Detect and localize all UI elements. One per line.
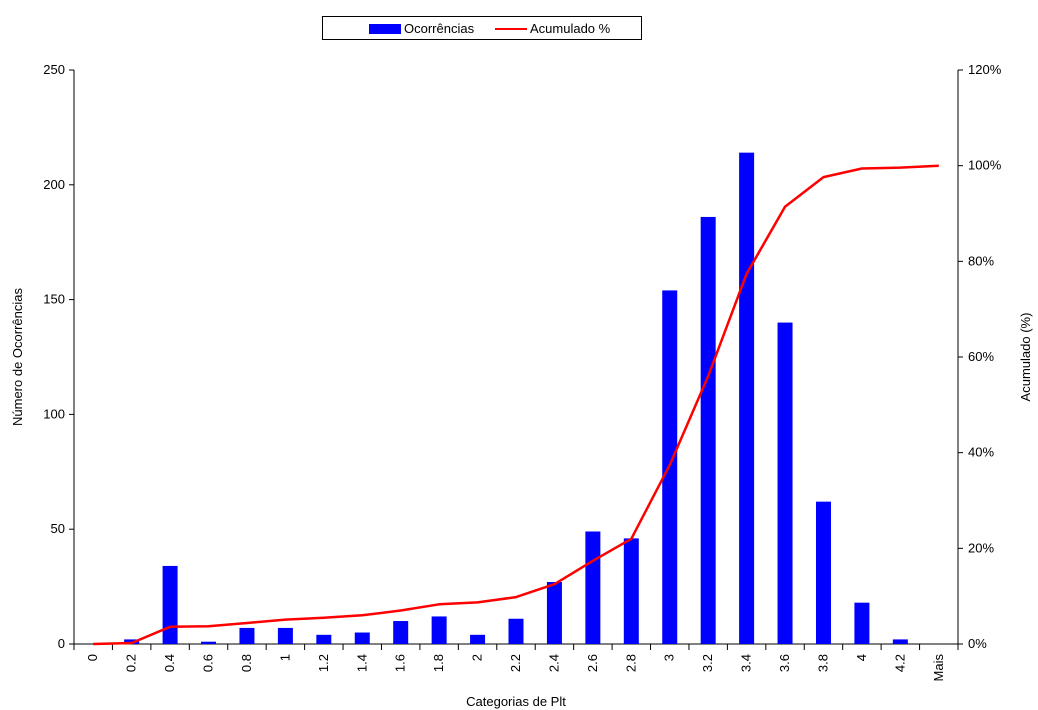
bar bbox=[431, 616, 447, 644]
x-tick-label: Mais bbox=[931, 654, 946, 682]
y-tick-label: 50 bbox=[51, 521, 65, 536]
bar bbox=[585, 531, 601, 644]
x-axis-title: Categorias de Plt bbox=[466, 694, 566, 709]
x-tick-label: 2.4 bbox=[546, 654, 561, 672]
bar bbox=[623, 538, 639, 644]
y-axis-title: Número de Ocorrências bbox=[10, 288, 25, 426]
x-tick-label: 3.4 bbox=[739, 654, 754, 672]
y2-axis-title: Acumulado (%) bbox=[1018, 313, 1033, 402]
x-tick-label: 4.2 bbox=[892, 654, 907, 672]
y-tick-label: 0 bbox=[58, 636, 65, 651]
bar bbox=[393, 621, 409, 644]
chart-legend: Ocorrências Acumulado % bbox=[322, 16, 642, 40]
bar bbox=[546, 582, 562, 644]
bar bbox=[739, 152, 755, 644]
x-tick-label: 3 bbox=[662, 654, 677, 661]
x-tick-label: 1 bbox=[277, 654, 292, 661]
bar bbox=[316, 634, 332, 644]
bar bbox=[700, 216, 716, 644]
x-tick-label: 0.8 bbox=[239, 654, 254, 672]
bar bbox=[854, 602, 870, 644]
y-tick-label: 200 bbox=[43, 177, 65, 192]
x-tick-label: 1.6 bbox=[393, 654, 408, 672]
bar bbox=[777, 322, 793, 644]
y-tick-label: 150 bbox=[43, 292, 65, 307]
y2-tick-label: 0% bbox=[968, 636, 987, 651]
x-tick-label: 3.8 bbox=[815, 654, 830, 672]
bar bbox=[201, 641, 217, 644]
bar bbox=[354, 632, 370, 644]
y-tick-label: 250 bbox=[43, 62, 65, 77]
x-tick-label: 2.2 bbox=[508, 654, 523, 672]
bar bbox=[508, 618, 524, 644]
legend-item-bars: Ocorrências bbox=[369, 21, 474, 36]
x-tick-label: 1.8 bbox=[431, 654, 446, 672]
legend-bar-swatch bbox=[369, 23, 401, 34]
cumulative-line bbox=[93, 164, 939, 646]
bar bbox=[239, 627, 255, 644]
x-tick-label: 2.6 bbox=[585, 654, 600, 672]
legend-bar-label: Ocorrências bbox=[404, 21, 475, 36]
x-tick-label: 3.2 bbox=[700, 654, 715, 672]
y2-tick-label: 120% bbox=[968, 62, 1002, 77]
x-tick-label: 3.6 bbox=[777, 654, 792, 672]
legend-line-label: Acumulado % bbox=[530, 21, 611, 36]
y2-tick-label: 40% bbox=[968, 445, 994, 460]
x-tick-label: 1.4 bbox=[354, 654, 369, 672]
bar bbox=[815, 501, 831, 644]
legend-item-line: Acumulado % bbox=[495, 21, 610, 36]
y2-tick-label: 80% bbox=[968, 253, 994, 268]
x-tick-label: 0.2 bbox=[124, 654, 139, 672]
bar bbox=[892, 639, 908, 644]
x-tick-label: 1.2 bbox=[316, 654, 331, 672]
bar bbox=[277, 627, 293, 644]
legend-line-swatch bbox=[495, 27, 527, 30]
x-tick-label: 2 bbox=[470, 654, 485, 661]
x-tick-label: 0.4 bbox=[162, 654, 177, 672]
x-tick-label: 4 bbox=[854, 654, 869, 661]
y2-tick-label: 60% bbox=[968, 349, 994, 364]
x-tick-label: 2.8 bbox=[623, 654, 638, 672]
x-tick-label: 0 bbox=[85, 654, 100, 661]
x-tick-label: 0.6 bbox=[201, 654, 216, 672]
y-tick-label: 100 bbox=[43, 406, 65, 421]
y2-tick-label: 100% bbox=[968, 158, 1002, 173]
bar bbox=[162, 565, 178, 644]
y2-tick-label: 20% bbox=[968, 540, 994, 555]
bar bbox=[470, 634, 486, 644]
